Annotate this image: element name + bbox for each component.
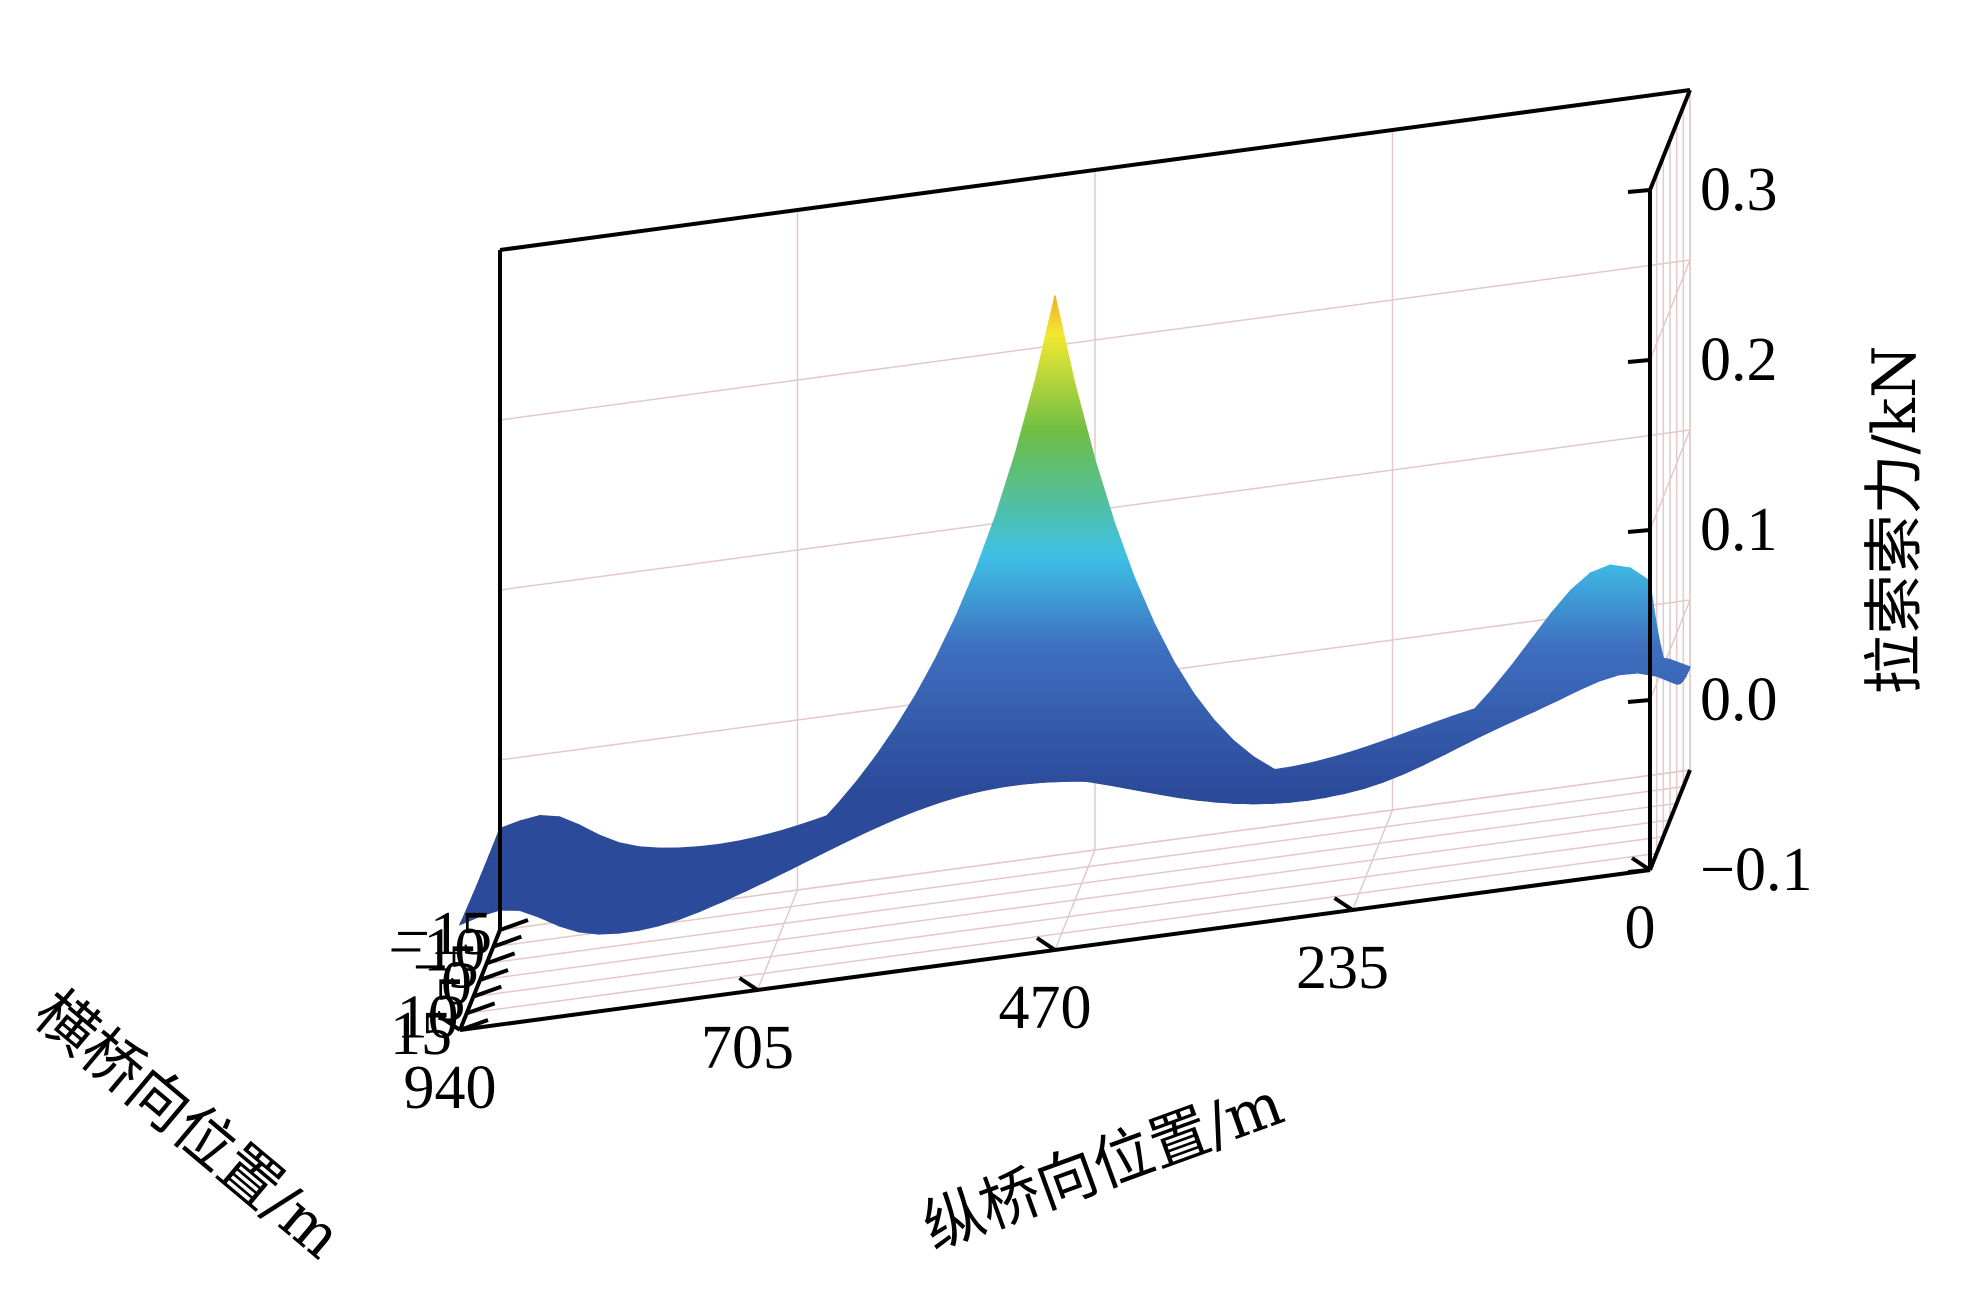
x-tick-label: 705 <box>701 1014 794 1082</box>
y-tick <box>459 1018 489 1032</box>
surface-mesh <box>458 295 1691 935</box>
y-tick-label: 10 <box>397 983 459 1051</box>
z-tick-label: 0.1 <box>1700 496 1778 564</box>
y-tick <box>472 984 503 999</box>
z-tick <box>1627 358 1651 364</box>
x-tick <box>440 1016 462 1032</box>
y-tick-label: −10 <box>388 917 485 985</box>
grid-line <box>1054 849 1096 951</box>
y-tick <box>499 918 529 932</box>
z-tick-label: 0.0 <box>1700 666 1778 734</box>
x-tick <box>1333 896 1354 912</box>
x-tick <box>738 976 759 992</box>
surface-face <box>458 912 483 926</box>
grid-line <box>499 259 1691 421</box>
surface-face <box>498 906 522 911</box>
y-tick <box>485 951 516 966</box>
z-tick-label: 0.2 <box>1700 326 1778 394</box>
z-tick <box>1627 868 1651 874</box>
axis-edge <box>499 88 1691 252</box>
y-tick-label: −15 <box>395 900 492 968</box>
y-tick-label: 0 <box>441 950 472 1018</box>
x-tick-label: 940 <box>404 1054 497 1122</box>
y-tick-label: −5 <box>413 933 479 1001</box>
grid-line <box>756 889 799 991</box>
surface-face <box>597 930 622 935</box>
z-tick <box>1627 698 1651 704</box>
x-tick-label: 470 <box>999 974 1092 1042</box>
x-axis-title: 纵桥向位置/m <box>914 1069 1292 1264</box>
y-tick-label: 5 <box>434 967 465 1035</box>
x-tick-label: 0 <box>1625 894 1656 962</box>
z-tick <box>1627 528 1651 534</box>
grid-line <box>1351 809 1394 911</box>
axis-edge <box>1648 769 1692 871</box>
y-tick-label: 15 <box>390 1000 452 1068</box>
z-axis-title: 拉索索力/kN <box>1860 345 1930 694</box>
x-tick <box>1035 936 1057 952</box>
y-axis-title: 横桥向位置/m <box>21 977 355 1273</box>
tick-labels: −0.10.00.10.20.30235470705940−15−10−5051… <box>388 156 1812 1122</box>
y-tick <box>492 934 523 949</box>
y-tick <box>479 968 509 982</box>
axis-labels: 拉索索力/kN 纵桥向位置/m 横桥向位置/m <box>21 345 1930 1272</box>
z-tick-label: −0.1 <box>1700 836 1812 904</box>
z-tick <box>1627 188 1651 194</box>
y-tick <box>465 1001 496 1016</box>
z-tick-label: 0.3 <box>1700 156 1778 224</box>
x-tick-label: 235 <box>1296 934 1389 1002</box>
x-tick <box>1630 856 1652 872</box>
axis-edge <box>1648 89 1692 191</box>
